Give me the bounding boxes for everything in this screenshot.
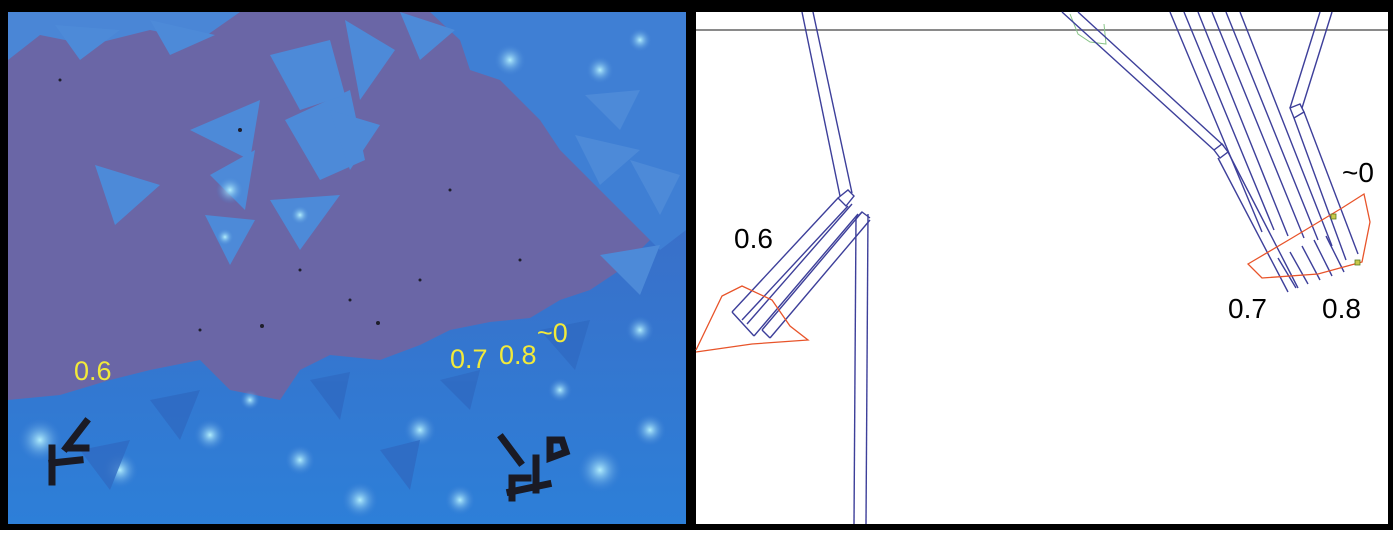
film-texture (80, 320, 590, 490)
micrograph-label-0.7: 0.7 (450, 344, 488, 374)
layout-label-0.6: 0.6 (734, 223, 773, 254)
left-device-electrodes (731, 11, 871, 525)
alignment-marker-left (48, 417, 91, 486)
layout-label-0: ~0 (1342, 157, 1374, 188)
micrograph-label-0.8: 0.8 (499, 340, 537, 370)
crystal-film-top-right (430, 12, 686, 250)
device-layout-panel: 0.6 0.7 0.8 ~0 (692, 0, 1393, 530)
alignment-marker-right (497, 433, 571, 502)
dust-specks (58, 78, 522, 332)
optical-micrograph: 0.6 0.7 0.8 ~0 (0, 0, 692, 530)
left-flake-outline (695, 285, 810, 353)
micrograph-label-0: ~0 (537, 318, 568, 348)
crystal-film-top-left (8, 12, 240, 60)
micrograph-label-0.6: 0.6 (74, 356, 112, 386)
layout-label-0.7: 0.7 (1228, 293, 1267, 324)
crystal-film-region (8, 210, 686, 524)
right-device-electrodes (1061, 11, 1359, 293)
right-flake-outline (1246, 192, 1371, 279)
contact-markers (1330, 213, 1361, 266)
device-layout-drawing: 0.6 0.7 0.8 ~0 (692, 0, 1393, 530)
optical-micrograph-panel: 0.6 0.7 0.8 ~0 (0, 0, 692, 530)
layout-label-0.8: 0.8 (1322, 293, 1361, 324)
